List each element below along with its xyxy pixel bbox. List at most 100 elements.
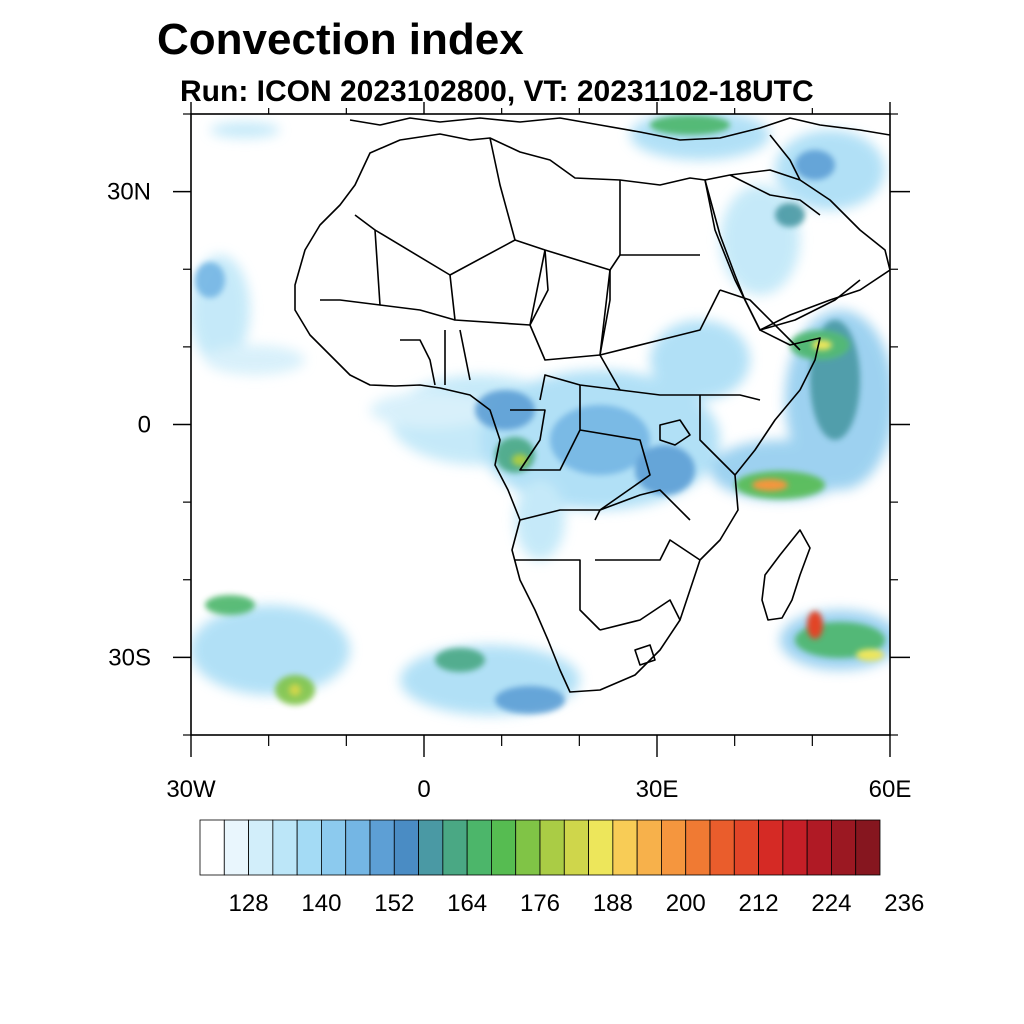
field-blob bbox=[205, 595, 255, 615]
colorbar-swatch bbox=[733, 819, 759, 876]
colorbar-swatch bbox=[636, 819, 662, 876]
colorbar-swatch bbox=[272, 819, 298, 876]
chart-title: Convection index bbox=[157, 15, 524, 64]
border bbox=[599, 270, 721, 356]
field-blob bbox=[195, 262, 225, 298]
colorbar-swatch bbox=[491, 819, 517, 876]
colorbar-swatch bbox=[539, 819, 565, 876]
field-blob bbox=[812, 340, 832, 350]
colorbar-swatch bbox=[612, 819, 638, 876]
field-blob bbox=[807, 611, 823, 639]
border bbox=[595, 539, 701, 561]
madagascar-coastline bbox=[761, 529, 811, 621]
colorbar-swatch bbox=[563, 819, 589, 876]
border bbox=[699, 395, 736, 476]
border bbox=[519, 489, 691, 521]
colorbar-swatch bbox=[418, 819, 444, 876]
colorbar-swatch bbox=[709, 819, 735, 876]
border bbox=[719, 289, 801, 351]
colorbar-swatch bbox=[515, 819, 541, 876]
chart-subtitle: Run: ICON 2023102800, VT: 20231102-18UTC bbox=[180, 75, 814, 108]
field-blob bbox=[856, 649, 884, 661]
colorbar-label: 128 bbox=[229, 890, 269, 917]
colorbar-swatch bbox=[321, 819, 347, 876]
axis-ticks bbox=[173, 102, 910, 757]
y-tick-label: 0 bbox=[138, 412, 151, 439]
colorbar-label: 212 bbox=[739, 890, 779, 917]
field-blob bbox=[550, 405, 650, 475]
colorbar-swatch bbox=[296, 819, 322, 876]
border bbox=[599, 599, 681, 631]
border bbox=[515, 559, 601, 631]
colorbar-swatch bbox=[855, 819, 881, 876]
colorbar-swatch bbox=[393, 819, 419, 876]
colorbar-swatch bbox=[661, 819, 687, 876]
colorbar-labels: 128 140 152 164 176 188 200 212 224 236 bbox=[229, 890, 925, 917]
colorbar-swatch bbox=[345, 819, 371, 876]
colorbar-swatch bbox=[199, 819, 225, 876]
field-blob bbox=[191, 605, 350, 695]
field-high-layer bbox=[289, 340, 884, 696]
border bbox=[769, 134, 801, 181]
field-blob bbox=[435, 648, 485, 672]
field-blob bbox=[495, 437, 535, 473]
arabia-coastline bbox=[704, 169, 890, 331]
colorbar-swatch bbox=[806, 819, 832, 876]
colorbar-swatch bbox=[758, 819, 784, 876]
colorbar-swatch bbox=[442, 819, 468, 876]
field-blob bbox=[650, 115, 730, 135]
colorbar-swatch bbox=[223, 819, 249, 876]
x-tick-label: 30E bbox=[636, 776, 679, 803]
colorbar-label: 200 bbox=[666, 890, 706, 917]
field-blob bbox=[289, 684, 301, 696]
field-blob bbox=[512, 454, 528, 466]
colorbar-label: 164 bbox=[447, 890, 487, 917]
colorbar-swatch bbox=[248, 819, 274, 876]
coastlines-and-borders bbox=[294, 117, 890, 693]
border bbox=[449, 249, 546, 326]
border bbox=[529, 249, 611, 361]
axis-tick-labels: 30W 0 30E 60E 30N 0 30S bbox=[107, 179, 911, 803]
border bbox=[400, 339, 436, 386]
field-blob bbox=[475, 390, 535, 430]
field-blob bbox=[515, 480, 565, 560]
colorbar-label: 176 bbox=[520, 890, 560, 917]
border bbox=[489, 137, 516, 241]
field-blob bbox=[752, 479, 788, 491]
x-tick-label: 60E bbox=[869, 776, 912, 803]
field-blob bbox=[210, 122, 280, 138]
colorbar-swatch bbox=[466, 819, 492, 876]
field-blob bbox=[720, 185, 800, 295]
colorbar-swatch bbox=[782, 819, 808, 876]
field-blob bbox=[650, 320, 750, 400]
field-blob bbox=[495, 686, 565, 714]
colorbar-swatch bbox=[369, 819, 395, 876]
border bbox=[379, 304, 456, 321]
border bbox=[729, 174, 821, 216]
africa-coastline bbox=[294, 133, 821, 693]
colorbar-label: 152 bbox=[374, 890, 414, 917]
colorbar-label: 188 bbox=[593, 890, 633, 917]
border bbox=[759, 279, 861, 331]
colorbar-swatch bbox=[831, 819, 857, 876]
colorbar-label: 140 bbox=[301, 890, 341, 917]
field-blob bbox=[205, 345, 305, 375]
border bbox=[459, 329, 471, 381]
lake-victoria bbox=[659, 419, 691, 446]
colorbar-label: 224 bbox=[811, 890, 851, 917]
border bbox=[634, 644, 656, 666]
mediterranean-north bbox=[349, 117, 890, 141]
colorbar-swatch bbox=[588, 819, 614, 876]
field-blob bbox=[775, 203, 805, 227]
colorbar bbox=[199, 819, 881, 876]
border bbox=[579, 429, 651, 521]
field-blob bbox=[635, 445, 695, 495]
colorbar-swatch bbox=[685, 819, 711, 876]
colorbar-label: 236 bbox=[884, 890, 924, 917]
field-blob bbox=[795, 150, 835, 180]
y-tick-label: 30S bbox=[108, 644, 151, 671]
field-blob bbox=[370, 392, 490, 428]
y-tick-label: 30N bbox=[107, 179, 151, 206]
map-area bbox=[191, 114, 890, 735]
